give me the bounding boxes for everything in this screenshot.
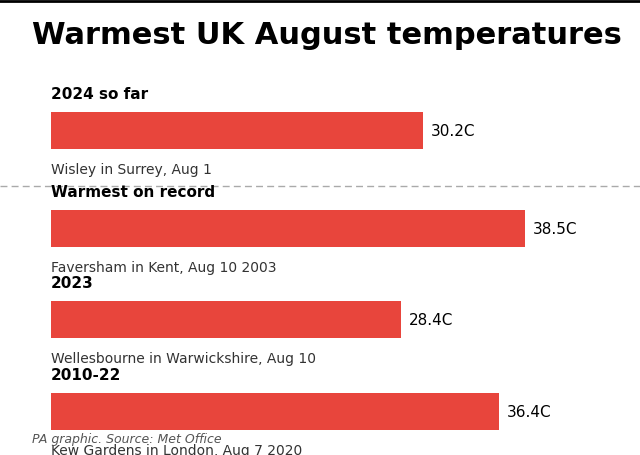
Text: Wellesbourne in Warwickshire, Aug 10: Wellesbourne in Warwickshire, Aug 10: [51, 352, 316, 365]
Text: Warmest UK August temperatures: Warmest UK August temperatures: [32, 20, 622, 50]
Text: 2023: 2023: [51, 276, 94, 291]
Text: Wisley in Surrey, Aug 1: Wisley in Surrey, Aug 1: [51, 163, 212, 177]
Text: PA graphic. Source: Met Office: PA graphic. Source: Met Office: [32, 432, 221, 445]
Text: 2024 so far: 2024 so far: [51, 87, 148, 102]
Text: 2010-22: 2010-22: [51, 367, 122, 382]
Text: 30.2C: 30.2C: [431, 124, 476, 139]
Text: 38.5C: 38.5C: [533, 222, 578, 237]
Text: 36.4C: 36.4C: [508, 404, 552, 419]
Text: Faversham in Kent, Aug 10 2003: Faversham in Kent, Aug 10 2003: [51, 260, 276, 274]
Bar: [51, 211, 525, 248]
Bar: [51, 393, 499, 430]
Bar: [51, 302, 401, 339]
Text: Warmest on record: Warmest on record: [51, 184, 215, 199]
Bar: [51, 113, 422, 150]
Text: Kew Gardens in London, Aug 7 2020: Kew Gardens in London, Aug 7 2020: [51, 443, 303, 455]
Text: 28.4C: 28.4C: [409, 313, 453, 328]
